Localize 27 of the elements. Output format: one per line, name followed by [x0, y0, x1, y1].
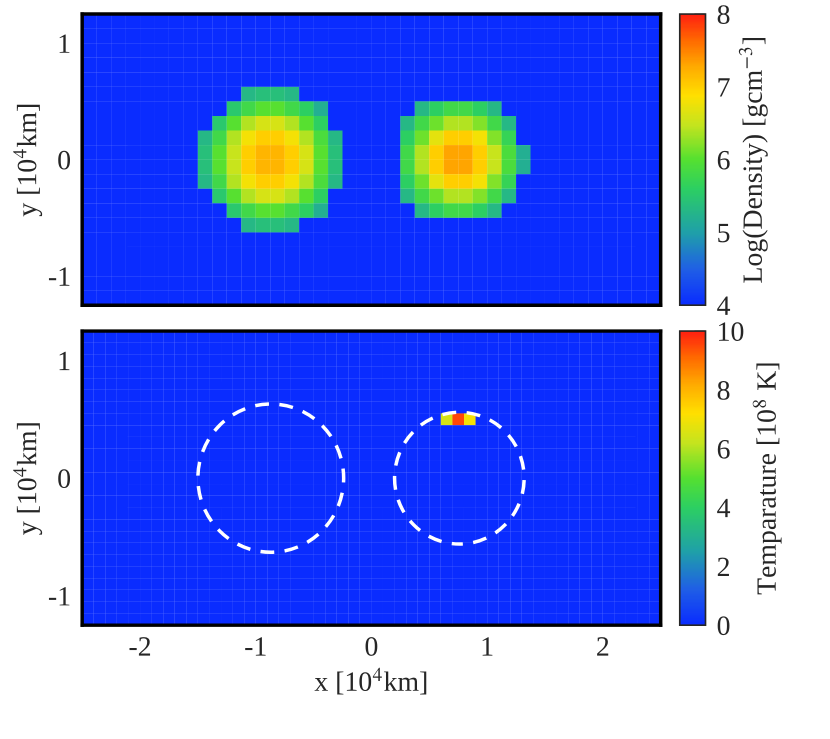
x-tick-label: -2 [129, 637, 150, 656]
color-bar-label: 5 [718, 224, 730, 242]
color-bar-label: 4 [717, 296, 730, 315]
color-bar-label: 10 [719, 322, 744, 341]
color-bar-label: 8 [718, 381, 730, 400]
x-tick-label: 0 [366, 637, 378, 656]
y-tick-label: 1 [60, 352, 70, 370]
y-tick-label: -1 [48, 587, 70, 606]
y-tick-label: 0 [58, 150, 70, 170]
color-bar-label: 2 [718, 558, 729, 576]
x-axis-title: x [10$^{4}$km] [314, 668, 426, 694]
color-bar-label: 6 [718, 440, 730, 459]
x-tick-label: 1 [482, 637, 492, 656]
color-bar-label: 7 [718, 78, 730, 96]
color-bar-title: Log(Density) [gcm$^{−3}$] [738, 38, 768, 283]
y-axis-title: y [10$^{4}$km] [13, 423, 42, 535]
y-tick-label: 1 [60, 34, 70, 53]
y-axis-title: y [10$^{4}$km] [13, 104, 42, 216]
color-bar-label: 6 [718, 150, 730, 170]
color-bar-label: 4 [717, 498, 730, 518]
color-bar-title: Temparature [10$^{8}$ K] [752, 364, 782, 594]
color-bar-label: 0 [718, 616, 730, 636]
y-tick-label: -1 [48, 267, 70, 286]
x-tick-label: 2 [597, 637, 608, 656]
y-tick-label: 0 [58, 469, 70, 488]
x-tick-label: -1 [245, 637, 266, 656]
color-bar-label: 8 [718, 5, 730, 24]
